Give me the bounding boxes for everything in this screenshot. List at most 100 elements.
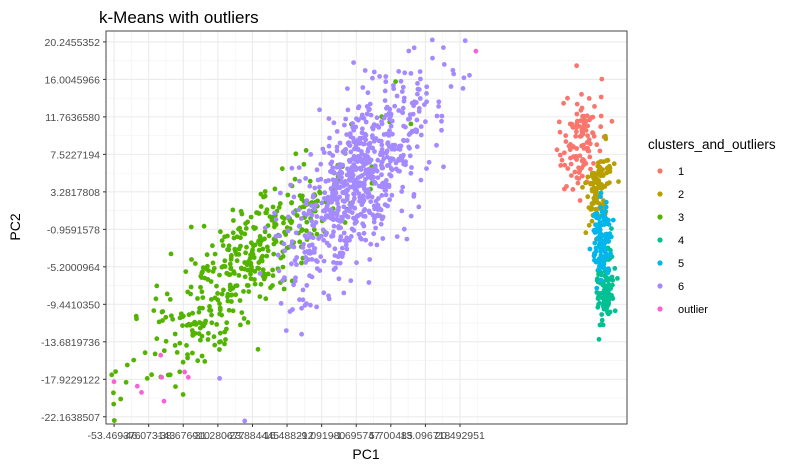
- point: [562, 150, 567, 156]
- point: [360, 85, 366, 90]
- point: [344, 246, 350, 252]
- point: [258, 281, 264, 287]
- point: [597, 164, 603, 170]
- x-tick-label: -31.280677: [191, 430, 244, 442]
- point: [611, 161, 617, 167]
- point: [562, 162, 568, 168]
- point: [246, 289, 252, 294]
- point: [323, 232, 329, 238]
- point: [372, 206, 377, 212]
- point: [248, 271, 253, 277]
- point: [367, 144, 373, 150]
- point: [357, 135, 363, 141]
- point: [256, 260, 262, 265]
- point: [264, 253, 270, 259]
- point: [375, 175, 381, 181]
- point: [409, 165, 414, 170]
- point: [237, 298, 243, 303]
- point: [214, 322, 220, 327]
- point: [205, 277, 211, 282]
- point: [591, 213, 597, 219]
- point: [183, 269, 189, 274]
- point: [285, 228, 291, 234]
- point: [347, 237, 352, 243]
- point: [262, 225, 268, 231]
- point: [559, 157, 565, 163]
- point: [570, 144, 576, 149]
- point: [361, 115, 367, 121]
- point: [356, 231, 362, 237]
- point: [239, 211, 245, 217]
- point: [416, 109, 422, 114]
- point: [353, 141, 359, 147]
- point: [278, 301, 284, 306]
- point: [350, 169, 355, 174]
- point: [149, 372, 155, 378]
- point: [349, 175, 355, 181]
- point: [212, 251, 218, 257]
- point: [379, 121, 385, 127]
- point: [170, 316, 176, 322]
- point: [596, 160, 601, 166]
- point: [308, 302, 313, 308]
- point: [467, 72, 472, 78]
- point: [579, 158, 585, 164]
- point: [354, 219, 359, 225]
- point: [371, 219, 377, 225]
- point: [257, 234, 263, 239]
- point: [193, 322, 199, 327]
- point: [271, 241, 277, 247]
- point: [415, 81, 420, 86]
- axes: -53.469376-46.073143-38.676910-31.280677…: [41, 37, 485, 442]
- point: [396, 108, 402, 113]
- point: [408, 121, 414, 127]
- point: [242, 274, 248, 280]
- point: [473, 48, 479, 54]
- point: [224, 320, 230, 326]
- point: [579, 133, 584, 139]
- point: [300, 297, 306, 303]
- point: [337, 162, 343, 167]
- point: [361, 141, 367, 147]
- point: [576, 176, 582, 181]
- point: [242, 266, 248, 272]
- point: [182, 369, 188, 375]
- point: [187, 322, 193, 328]
- y-tick-label: 7.5227194: [50, 149, 100, 161]
- point: [414, 117, 420, 123]
- point: [304, 235, 309, 241]
- point: [585, 145, 590, 151]
- point: [312, 246, 318, 251]
- point: [607, 253, 612, 259]
- point: [331, 120, 337, 126]
- point: [199, 353, 205, 359]
- point: [391, 86, 397, 92]
- point: [339, 175, 344, 180]
- point: [345, 187, 351, 193]
- point: [595, 215, 601, 220]
- point: [228, 265, 234, 271]
- point: [354, 260, 359, 266]
- point: [392, 103, 398, 109]
- point: [195, 296, 200, 301]
- series-6: [217, 37, 472, 424]
- point: [327, 135, 332, 141]
- point: [388, 123, 394, 129]
- point: [257, 237, 263, 243]
- point: [282, 229, 287, 235]
- point: [610, 217, 616, 223]
- point: [374, 115, 380, 121]
- point: [350, 135, 356, 141]
- point: [180, 323, 185, 328]
- point: [589, 173, 595, 179]
- point: [233, 292, 239, 298]
- point: [260, 246, 266, 252]
- point: [267, 214, 273, 220]
- point: [299, 331, 304, 337]
- point: [296, 207, 302, 213]
- point: [363, 167, 369, 173]
- point: [369, 174, 374, 180]
- point: [400, 110, 406, 116]
- point: [585, 123, 591, 129]
- plot-border: [105, 30, 628, 425]
